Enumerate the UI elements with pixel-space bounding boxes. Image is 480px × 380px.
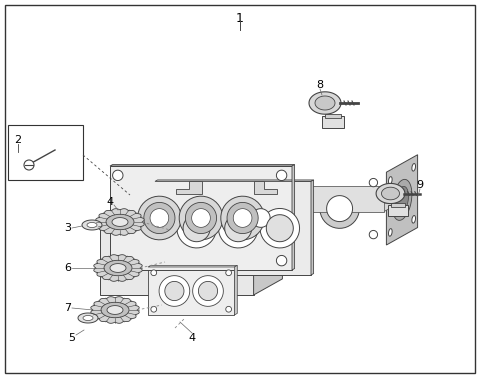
Polygon shape [78,313,98,323]
Polygon shape [247,189,287,228]
Polygon shape [96,209,144,235]
Polygon shape [227,203,258,234]
Polygon shape [229,179,237,187]
Polygon shape [225,215,252,242]
Polygon shape [221,196,264,240]
Polygon shape [234,265,237,315]
Polygon shape [327,196,353,222]
Polygon shape [82,220,102,230]
Polygon shape [113,255,123,266]
Polygon shape [388,229,392,236]
Text: 8: 8 [316,80,324,90]
Polygon shape [110,166,292,270]
Text: 7: 7 [64,303,72,313]
Polygon shape [392,179,412,220]
Polygon shape [151,270,156,276]
Polygon shape [104,260,132,276]
Polygon shape [226,306,231,312]
Polygon shape [87,223,97,228]
Polygon shape [260,209,300,248]
Polygon shape [252,209,270,227]
Polygon shape [396,186,408,213]
Polygon shape [309,92,341,114]
Polygon shape [320,189,360,228]
Polygon shape [112,218,128,226]
Polygon shape [276,170,287,180]
Polygon shape [159,276,190,306]
Polygon shape [148,265,237,267]
Polygon shape [155,181,311,275]
Polygon shape [369,179,378,187]
Polygon shape [218,209,258,248]
Polygon shape [292,165,295,270]
Polygon shape [198,282,217,301]
Polygon shape [100,212,282,228]
Bar [322,116,344,128]
Polygon shape [226,270,231,276]
Bar [325,114,341,118]
Polygon shape [233,209,252,227]
Polygon shape [150,209,169,227]
Polygon shape [106,214,134,230]
Polygon shape [376,184,405,204]
Polygon shape [110,165,295,166]
Polygon shape [107,306,123,314]
Polygon shape [151,306,156,312]
Polygon shape [177,209,216,248]
Polygon shape [83,315,93,320]
Polygon shape [144,203,175,234]
Text: 9: 9 [417,180,423,190]
Polygon shape [91,297,139,323]
Circle shape [24,160,34,170]
Polygon shape [249,203,399,212]
Polygon shape [382,187,399,200]
Polygon shape [254,196,280,222]
Bar [388,205,408,216]
Text: 1: 1 [236,12,244,25]
Polygon shape [165,282,184,301]
Polygon shape [315,96,335,110]
Polygon shape [179,196,223,240]
Polygon shape [110,264,126,272]
Bar [391,203,405,207]
Bar [8,125,83,180]
Polygon shape [386,155,418,245]
Text: 6: 6 [64,263,72,273]
Polygon shape [412,215,416,223]
Polygon shape [412,163,416,171]
Text: 5: 5 [69,333,75,343]
Polygon shape [266,215,293,242]
Polygon shape [176,181,202,195]
Polygon shape [369,230,378,239]
Polygon shape [192,209,210,227]
Polygon shape [311,180,313,275]
Polygon shape [101,302,129,318]
Polygon shape [183,215,210,242]
Text: 4: 4 [189,333,195,343]
Polygon shape [388,177,392,184]
Polygon shape [276,255,287,266]
Text: 2: 2 [14,135,21,145]
Polygon shape [138,196,181,240]
Polygon shape [254,181,277,195]
Polygon shape [94,255,142,281]
Polygon shape [113,170,123,180]
Polygon shape [148,267,234,315]
Polygon shape [155,180,313,181]
Polygon shape [100,228,253,295]
Text: 4: 4 [107,197,114,207]
Text: 3: 3 [64,223,72,233]
Polygon shape [185,203,216,234]
Polygon shape [253,212,282,295]
Polygon shape [192,276,223,306]
Polygon shape [249,186,384,212]
Polygon shape [229,230,237,239]
